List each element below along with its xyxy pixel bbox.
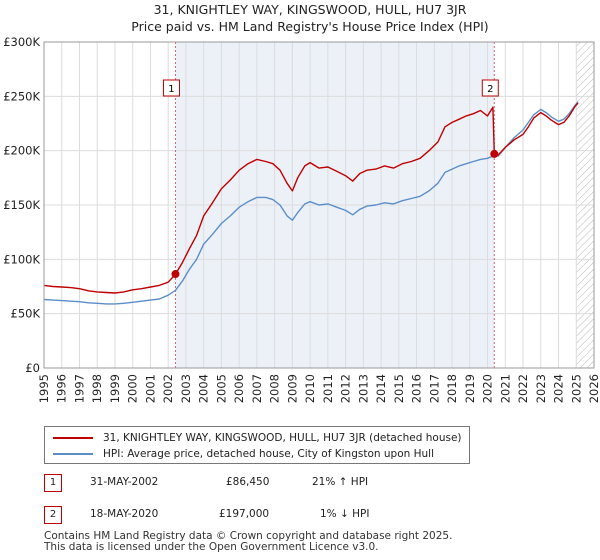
x-tick-label: 1997: [72, 374, 86, 403]
series-line-property: [44, 102, 579, 294]
x-tick-label: 2003: [179, 374, 193, 403]
x-tick-label: 2013: [356, 374, 370, 403]
x-tick-label: 2004: [197, 374, 211, 403]
footer-copyright: Contains HM Land Registry data © Crown c…: [44, 530, 453, 542]
x-tick-label: 2009: [285, 374, 299, 403]
annotation-label: 1: [168, 84, 174, 95]
x-tick-label: 2001: [143, 374, 157, 403]
x-tick-label: 2014: [374, 374, 388, 403]
x-tick-label: 2025: [569, 374, 583, 403]
legend: 31, KNIGHTLEY WAY, KINGSWOOD, HULL, HU7 …: [44, 426, 470, 464]
x-tick-label: 2002: [161, 374, 175, 403]
transaction-badge: 1: [44, 474, 62, 492]
y-tick-label: £300K: [3, 35, 40, 49]
x-tick-label: 2011: [321, 374, 335, 403]
x-tick-label: 2019: [463, 374, 477, 403]
y-tick-label: £250K: [3, 89, 40, 103]
x-tick-label: 2018: [445, 374, 459, 403]
x-tick-label: 2005: [214, 374, 228, 403]
x-tick-label: 2022: [516, 374, 530, 403]
transaction-hpi: 21% ↑ HPI: [312, 476, 369, 488]
x-tick-label: 2000: [126, 374, 140, 403]
x-tick-label: 2015: [392, 374, 406, 403]
y-tick-label: £0: [25, 361, 40, 375]
x-tick-label: 2020: [481, 374, 495, 403]
y-tick-label: £150K: [3, 198, 40, 212]
x-tick-label: 1998: [90, 374, 104, 403]
chart-subtitle: Price paid vs. HM Land Registry's House …: [131, 19, 488, 34]
y-tick-label: £50K: [11, 307, 41, 321]
sale-point: [490, 149, 499, 158]
x-tick-label: 1996: [55, 374, 69, 403]
annotation-box: [481, 79, 499, 97]
footer: Contains HM Land Registry data © Crown c…: [44, 531, 452, 553]
x-tick-label: 2007: [250, 374, 264, 403]
transaction-row: 2 18-MAY-2020 £197,000 1% ↓ HPI: [44, 506, 564, 526]
transaction-badge: 2: [44, 506, 62, 524]
x-tick-label: 2010: [303, 374, 317, 403]
legend-label-hpi: HPI: Average price, detached house, City…: [103, 448, 434, 460]
x-tick-label: 2021: [498, 374, 512, 403]
legend-item-hpi: HPI: Average price, detached house, City…: [53, 447, 434, 461]
x-tick-label: 2023: [534, 374, 548, 403]
x-tick-label: 2016: [410, 374, 424, 403]
transaction-row: 1 31-MAY-2002 £86,450 21% ↑ HPI: [44, 474, 564, 494]
x-tick-label: 2024: [552, 374, 566, 403]
annotation-box: [162, 79, 180, 97]
legend-label-property: 31, KNIGHTLEY WAY, KINGSWOOD, HULL, HU7 …: [103, 432, 462, 444]
transaction-price: £197,000: [219, 508, 270, 520]
y-tick-label: £100K: [3, 252, 40, 266]
plot-border: [43, 41, 595, 369]
price-chart: 31, KNIGHTLEY WAY, KINGSWOOD, HULL, HU7 …: [3, 2, 600, 403]
x-tick-label: 2006: [232, 374, 246, 403]
transaction-date: 18-MAY-2020: [90, 508, 159, 520]
transaction-date: 31-MAY-2002: [90, 476, 159, 488]
footer-licence: This data is licensed under the Open Gov…: [44, 541, 379, 553]
sale-point: [171, 270, 180, 279]
x-tick-label: 2008: [268, 374, 282, 403]
x-tick-label: 2017: [427, 374, 441, 403]
chart-title: 31, KNIGHTLEY WAY, KINGSWOOD, HULL, HU7 …: [154, 2, 467, 17]
annotation-label: 2: [487, 84, 493, 95]
x-tick-label: 2026: [587, 374, 600, 403]
x-tick-label: 1995: [37, 374, 51, 403]
transaction-price: £86,450: [226, 476, 270, 488]
transaction-hpi: 1% ↓ HPI: [320, 508, 370, 520]
legend-swatch-hpi: [53, 453, 93, 455]
legend-item-property: 31, KNIGHTLEY WAY, KINGSWOOD, HULL, HU7 …: [53, 431, 462, 445]
legend-swatch-property: [53, 437, 93, 439]
x-tick-label: 2012: [339, 374, 353, 403]
x-tick-label: 1999: [108, 374, 122, 403]
y-tick-label: £200K: [3, 144, 40, 158]
